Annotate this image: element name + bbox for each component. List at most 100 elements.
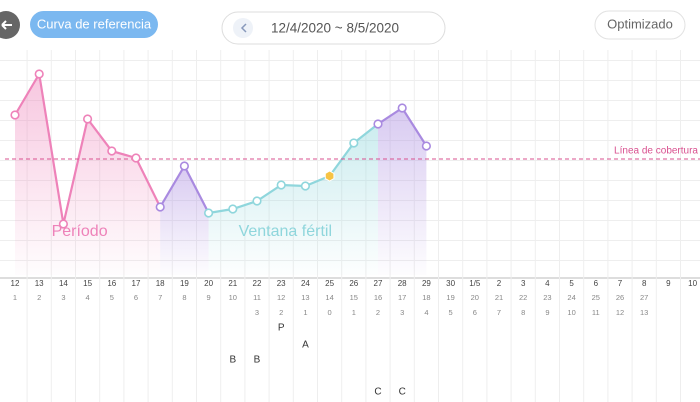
date-label: 3 bbox=[521, 279, 526, 288]
cycle-day: 22 bbox=[519, 293, 527, 302]
marker-letter: A bbox=[302, 340, 309, 351]
date-label: 22 bbox=[253, 279, 262, 288]
date-label: 9 bbox=[666, 279, 671, 288]
date-label: 13 bbox=[35, 279, 44, 288]
cover-line-label: Línea de cobertura bbox=[614, 146, 698, 157]
date-icon-arrow bbox=[240, 23, 247, 33]
point bbox=[58, 219, 69, 229]
date-label: 15 bbox=[83, 279, 92, 288]
plot: 1211321431541651761871982092110221132312… bbox=[5, 50, 700, 402]
date-label: 27 bbox=[374, 279, 383, 288]
point bbox=[155, 202, 165, 212]
point bbox=[349, 138, 359, 148]
cycle-day: 17 bbox=[398, 293, 406, 302]
cycle-day: 1 bbox=[13, 293, 17, 302]
date-label: 21 bbox=[228, 279, 237, 288]
ovulation-day: 1 bbox=[352, 308, 356, 317]
cycle-day: 3 bbox=[61, 293, 65, 302]
date-label: 7 bbox=[618, 279, 623, 288]
date-label: 8 bbox=[642, 279, 647, 288]
date-label: 5 bbox=[569, 279, 574, 288]
ovulation-day: 13 bbox=[640, 308, 648, 317]
phase-label: Ventana fértil bbox=[239, 223, 332, 240]
cycle-day: 2 bbox=[37, 293, 41, 302]
date-label: 6 bbox=[594, 279, 599, 288]
cycle-day: 25 bbox=[592, 293, 600, 302]
date-label: 20 bbox=[204, 279, 213, 288]
date-label: 12 bbox=[11, 279, 20, 288]
ovulation-day: 9 bbox=[545, 308, 549, 317]
date-label: 24 bbox=[301, 279, 310, 288]
date-label: 16 bbox=[107, 279, 116, 288]
back-button[interactable] bbox=[0, 11, 20, 39]
date-label: 29 bbox=[422, 279, 431, 288]
ovulation-day: 6 bbox=[473, 308, 477, 317]
date-label: 28 bbox=[398, 279, 407, 288]
cycle-day: 5 bbox=[110, 293, 114, 302]
date-label: 30 bbox=[446, 279, 455, 288]
point bbox=[228, 204, 238, 214]
point bbox=[276, 180, 286, 190]
reference-button[interactable] bbox=[30, 11, 158, 38]
point bbox=[373, 119, 383, 129]
date-label: 2 bbox=[497, 279, 502, 288]
point bbox=[252, 196, 262, 206]
date-label: 1/5 bbox=[469, 279, 481, 288]
ovulation-day: 8 bbox=[521, 308, 525, 317]
point bbox=[397, 103, 407, 113]
marker-letter: P bbox=[278, 323, 285, 334]
cycle-day: 23 bbox=[543, 293, 551, 302]
ovulation-day: 7 bbox=[497, 308, 501, 317]
ovulation-day: 3 bbox=[255, 308, 259, 317]
cycle-day: 27 bbox=[640, 293, 648, 302]
ovulation-day: 2 bbox=[279, 308, 283, 317]
date-label: 19 bbox=[180, 279, 189, 288]
reference-button-label[interactable]: Curva de referencia bbox=[37, 16, 152, 31]
marker-letter: C bbox=[399, 387, 406, 398]
ovulation-day: 10 bbox=[567, 308, 575, 317]
date-label: 14 bbox=[59, 279, 68, 288]
cycle-day: 15 bbox=[350, 293, 358, 302]
cycle-day: 16 bbox=[374, 293, 382, 302]
cycle-day: 14 bbox=[325, 293, 333, 302]
cycle-day: 9 bbox=[207, 293, 211, 302]
marker-letter: B bbox=[229, 355, 236, 366]
ovulation-day: 12 bbox=[616, 308, 624, 317]
cycle-day: 7 bbox=[158, 293, 162, 302]
cycle-day: 8 bbox=[182, 293, 186, 302]
ovulation-day: 0 bbox=[328, 308, 332, 317]
cycle-day: 26 bbox=[616, 293, 624, 302]
cycle-day: 21 bbox=[495, 293, 503, 302]
phase-area bbox=[15, 74, 161, 275]
date-range-label[interactable]: 12/4/2020 ~ 8/5/2020 bbox=[271, 21, 399, 36]
ovulation-day: 5 bbox=[449, 308, 453, 317]
cycle-day: 24 bbox=[567, 293, 575, 302]
point bbox=[179, 161, 189, 171]
cycle-day: 4 bbox=[86, 293, 90, 302]
ovulation-day: 4 bbox=[424, 308, 428, 317]
phase-area bbox=[208, 124, 378, 275]
point bbox=[300, 181, 311, 191]
point bbox=[107, 146, 117, 156]
cycle-day: 13 bbox=[301, 293, 309, 302]
date-label: 26 bbox=[349, 279, 358, 288]
ovulation-point bbox=[324, 170, 335, 182]
date-label: 17 bbox=[132, 279, 141, 288]
ovulation-day: 2 bbox=[376, 308, 380, 317]
cycle-day: 10 bbox=[229, 293, 237, 302]
cycle-day: 6 bbox=[134, 293, 138, 302]
date-range[interactable] bbox=[221, 11, 446, 45]
mode-button-label[interactable]: Optimizado bbox=[607, 16, 673, 31]
cycle-day: 18 bbox=[422, 293, 430, 302]
point bbox=[131, 153, 141, 163]
point bbox=[34, 69, 44, 79]
mode-button[interactable] bbox=[594, 10, 686, 40]
date-label: 4 bbox=[545, 279, 550, 288]
marker-letter: C bbox=[374, 387, 381, 398]
marker-letter: B bbox=[254, 355, 261, 366]
point bbox=[204, 208, 214, 218]
cycle-day: 19 bbox=[446, 293, 454, 302]
date-label: 23 bbox=[277, 279, 286, 288]
